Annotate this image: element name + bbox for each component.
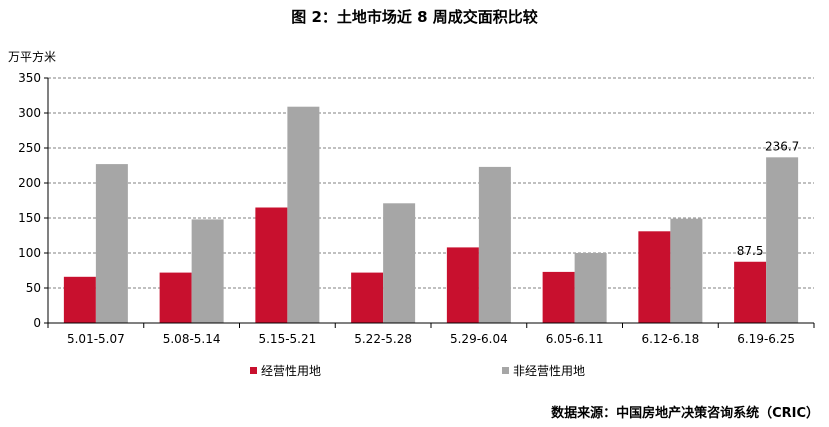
x-tick-label: 6.19-6.25 — [737, 332, 795, 346]
y-tick-label: 50 — [26, 281, 41, 295]
bar — [638, 231, 671, 323]
bar — [446, 247, 479, 323]
x-tick-label: 6.05-6.11 — [546, 332, 604, 346]
x-tick-label: 6.12-6.18 — [641, 332, 699, 346]
legend-label: 经营性用地 — [261, 364, 321, 378]
y-tick-label: 200 — [18, 176, 41, 190]
bar — [734, 261, 767, 323]
data-label: 236.7 — [765, 139, 799, 153]
bar — [255, 207, 288, 323]
bar — [95, 164, 128, 323]
legend-swatch — [250, 367, 257, 374]
y-tick-label: 0 — [33, 316, 41, 330]
legend-swatch — [502, 367, 509, 374]
axes — [44, 77, 815, 328]
legend-label: 非经营性用地 — [513, 364, 585, 378]
bar — [670, 218, 703, 323]
bars — [63, 106, 799, 323]
bar — [478, 166, 511, 323]
bar — [574, 253, 607, 323]
bar — [351, 272, 384, 323]
y-tick-label: 350 — [18, 71, 41, 85]
y-tick-label: 100 — [18, 246, 41, 260]
tick-labels: 0 50 100 150 200 250 300 350 5.01-5.07 5.08-5.14 5… — [18, 71, 799, 346]
data-label: 87.5 — [737, 244, 764, 258]
bar — [542, 271, 575, 323]
x-tick-label: 5.08-5.14 — [163, 332, 221, 346]
bar — [63, 276, 96, 323]
gridlines — [48, 77, 814, 289]
legend: 经营性用地 非经营性用地 — [250, 364, 585, 378]
bar — [191, 219, 224, 323]
source-note: 数据来源：中国房地产决策咨询系统（CRIC） — [551, 406, 819, 421]
x-tick-label: 5.15-5.21 — [258, 332, 316, 346]
x-tick-label: 5.22-5.28 — [354, 332, 412, 346]
y-tick-label: 250 — [18, 141, 41, 155]
y-axis-unit-label: 万平方米 — [8, 50, 57, 64]
bar — [287, 106, 320, 323]
x-tick-label: 5.01-5.07 — [67, 332, 125, 346]
y-tick-label: 300 — [18, 106, 41, 120]
y-tick-label: 150 — [18, 211, 41, 225]
x-tick-label: 5.29-6.04 — [450, 332, 508, 346]
bar — [766, 157, 799, 323]
bar — [383, 203, 416, 323]
chart-title: 图 2：土地市场近 8 周成交面积比较 — [291, 8, 538, 26]
bar — [159, 272, 192, 323]
